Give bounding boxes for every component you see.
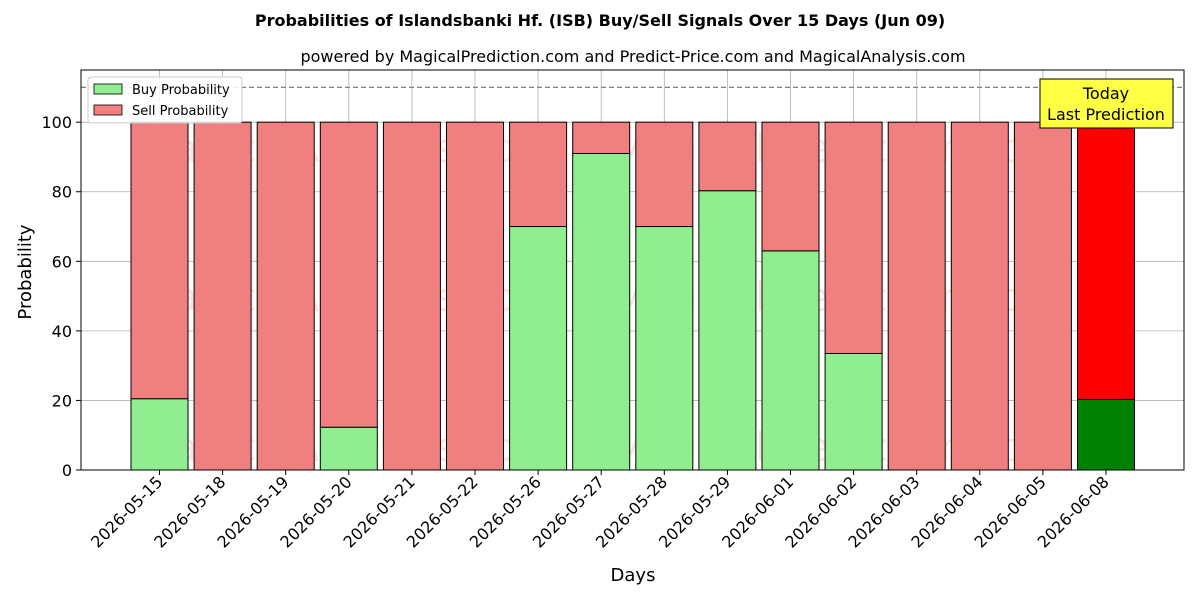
bar-buy [319,426,378,471]
y-tick-label: 0 [62,461,72,480]
legend: Buy Probability Sell Probability [87,76,243,124]
bar-buy [824,352,883,471]
annotation-line-2: Last Prediction [1047,105,1165,124]
chart-title: Probabilities of Islandsbanki Hf. (ISB) … [255,11,945,30]
y-tick-label: 40 [52,322,72,341]
legend-box [87,76,243,124]
legend-swatch-sell [93,104,123,116]
y-tick-label: 20 [52,391,72,410]
bar-sell [572,121,631,154]
bar-buy [572,152,631,471]
y-axis: 0 20 40 60 80 100 [41,113,81,480]
plot-frame [80,69,1185,471]
chart-subtitle: powered by MagicalPrediction.com and Pre… [300,47,965,66]
bar-sell [256,121,315,471]
bar-sell [382,121,441,471]
bar-buy [1077,398,1135,471]
bar-buy [130,398,189,471]
x-axis-label: Days [611,565,656,586]
annotation-box [1039,78,1174,129]
y-tick-label: 60 [52,252,72,271]
legend-label-sell: Sell Probability [132,104,229,119]
bar-sell [130,121,189,400]
bar-sell [1013,121,1072,471]
y-tick-label: 100 [41,113,72,132]
annotation-line-1: Today [1082,84,1129,103]
bar-sell [319,121,378,428]
bar-sell [824,121,883,354]
bar-buy [635,226,694,471]
bar-sell [509,121,568,228]
bar-buy [509,226,568,471]
bar-sell [698,121,757,192]
bar-sell [193,121,252,471]
bar-sell [950,121,1009,471]
bar-buy [761,250,820,471]
bar-sell [887,121,946,471]
bar-buy [698,190,757,471]
y-axis-label: Probability [15,224,36,319]
bar-sell [446,121,504,471]
bars-layer [130,121,1135,471]
today-annotation: Today Last Prediction [1039,78,1174,129]
legend-label-buy: Buy Probability [132,83,230,98]
x-axis: 2026-05-152026-05-182026-05-192026-05-20… [87,470,1113,552]
y-tick-label: 80 [52,183,72,202]
bar-sell [635,121,694,228]
bar-sell [761,121,820,252]
legend-swatch-buy [93,83,123,95]
bar-sell [1077,121,1135,400]
